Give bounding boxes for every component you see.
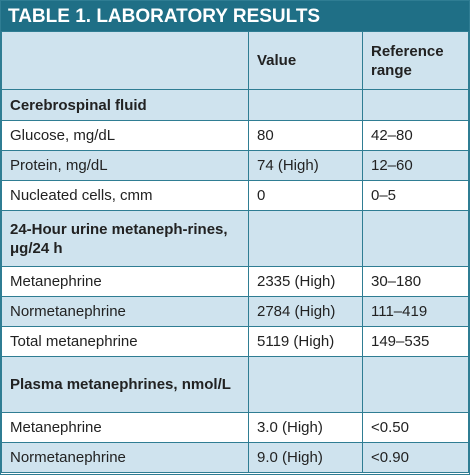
header-row: Value Reference range: [1, 31, 469, 90]
test-name: Nucleated cells, cmm: [1, 180, 249, 211]
empty-cell: [362, 210, 469, 267]
reference-cell: 30–180: [362, 266, 469, 297]
test-name: Protein, mg/dL: [1, 150, 249, 181]
test-name: Glucose, mg/dL: [1, 120, 249, 151]
data-row: Glucose, mg/dL 80 42–80: [1, 120, 469, 151]
value-cell: 9.0 (High): [248, 442, 363, 473]
empty-cell: [248, 356, 363, 413]
header-cell: Reference range: [362, 31, 469, 90]
data-row: Normetanephrine 2784 (High) 111–419: [1, 296, 469, 327]
section-row: 24-Hour urine metaneph-rines, μg/24 h: [1, 210, 469, 267]
value-cell: 2784 (High): [248, 296, 363, 327]
value-cell: 2335 (High): [248, 266, 363, 297]
reference-cell: 12–60: [362, 150, 469, 181]
section-row: Cerebrospinal fluid: [1, 89, 469, 121]
table-title: TABLE 1. LABORATORY RESULTS: [1, 1, 469, 31]
value-cell: 80: [248, 120, 363, 151]
empty-cell: [248, 210, 363, 267]
data-row: Metanephrine 2335 (High) 30–180: [1, 266, 469, 297]
reference-cell: 149–535: [362, 326, 469, 357]
empty-cell: [248, 89, 363, 121]
value-cell: 3.0 (High): [248, 412, 363, 443]
value-cell: 5119 (High): [248, 326, 363, 357]
value-cell: 74 (High): [248, 150, 363, 181]
section-label: Plasma metanephrines, nmol/L: [1, 356, 249, 413]
test-name: Total metanephrine: [1, 326, 249, 357]
reference-cell: <0.90: [362, 442, 469, 473]
empty-cell: [362, 89, 469, 121]
test-name: Metanephrine: [1, 266, 249, 297]
header-cell: Value: [248, 31, 363, 90]
reference-cell: 42–80: [362, 120, 469, 151]
reference-cell: 111–419: [362, 296, 469, 327]
header-cell: [1, 31, 249, 90]
data-row: Total metanephrine 5119 (High) 149–535: [1, 326, 469, 357]
section-label: Cerebrospinal fluid: [1, 89, 249, 121]
data-row: Protein, mg/dL 74 (High) 12–60: [1, 150, 469, 181]
test-name: Metanephrine: [1, 412, 249, 443]
value-cell: 0: [248, 180, 363, 211]
data-row: Metanephrine 3.0 (High) <0.50: [1, 412, 469, 443]
table: Value Reference range Cerebrospinal flui…: [1, 31, 469, 473]
empty-cell: [362, 356, 469, 413]
data-row: Normetanephrine 9.0 (High) <0.90: [1, 442, 469, 473]
test-name: Normetanephrine: [1, 296, 249, 327]
test-name: Normetanephrine: [1, 442, 249, 473]
reference-cell: 0–5: [362, 180, 469, 211]
section-row: Plasma metanephrines, nmol/L: [1, 356, 469, 413]
section-label: 24-Hour urine metaneph-rines, μg/24 h: [1, 210, 249, 267]
reference-cell: <0.50: [362, 412, 469, 443]
data-row: Nucleated cells, cmm 0 0–5: [1, 180, 469, 211]
